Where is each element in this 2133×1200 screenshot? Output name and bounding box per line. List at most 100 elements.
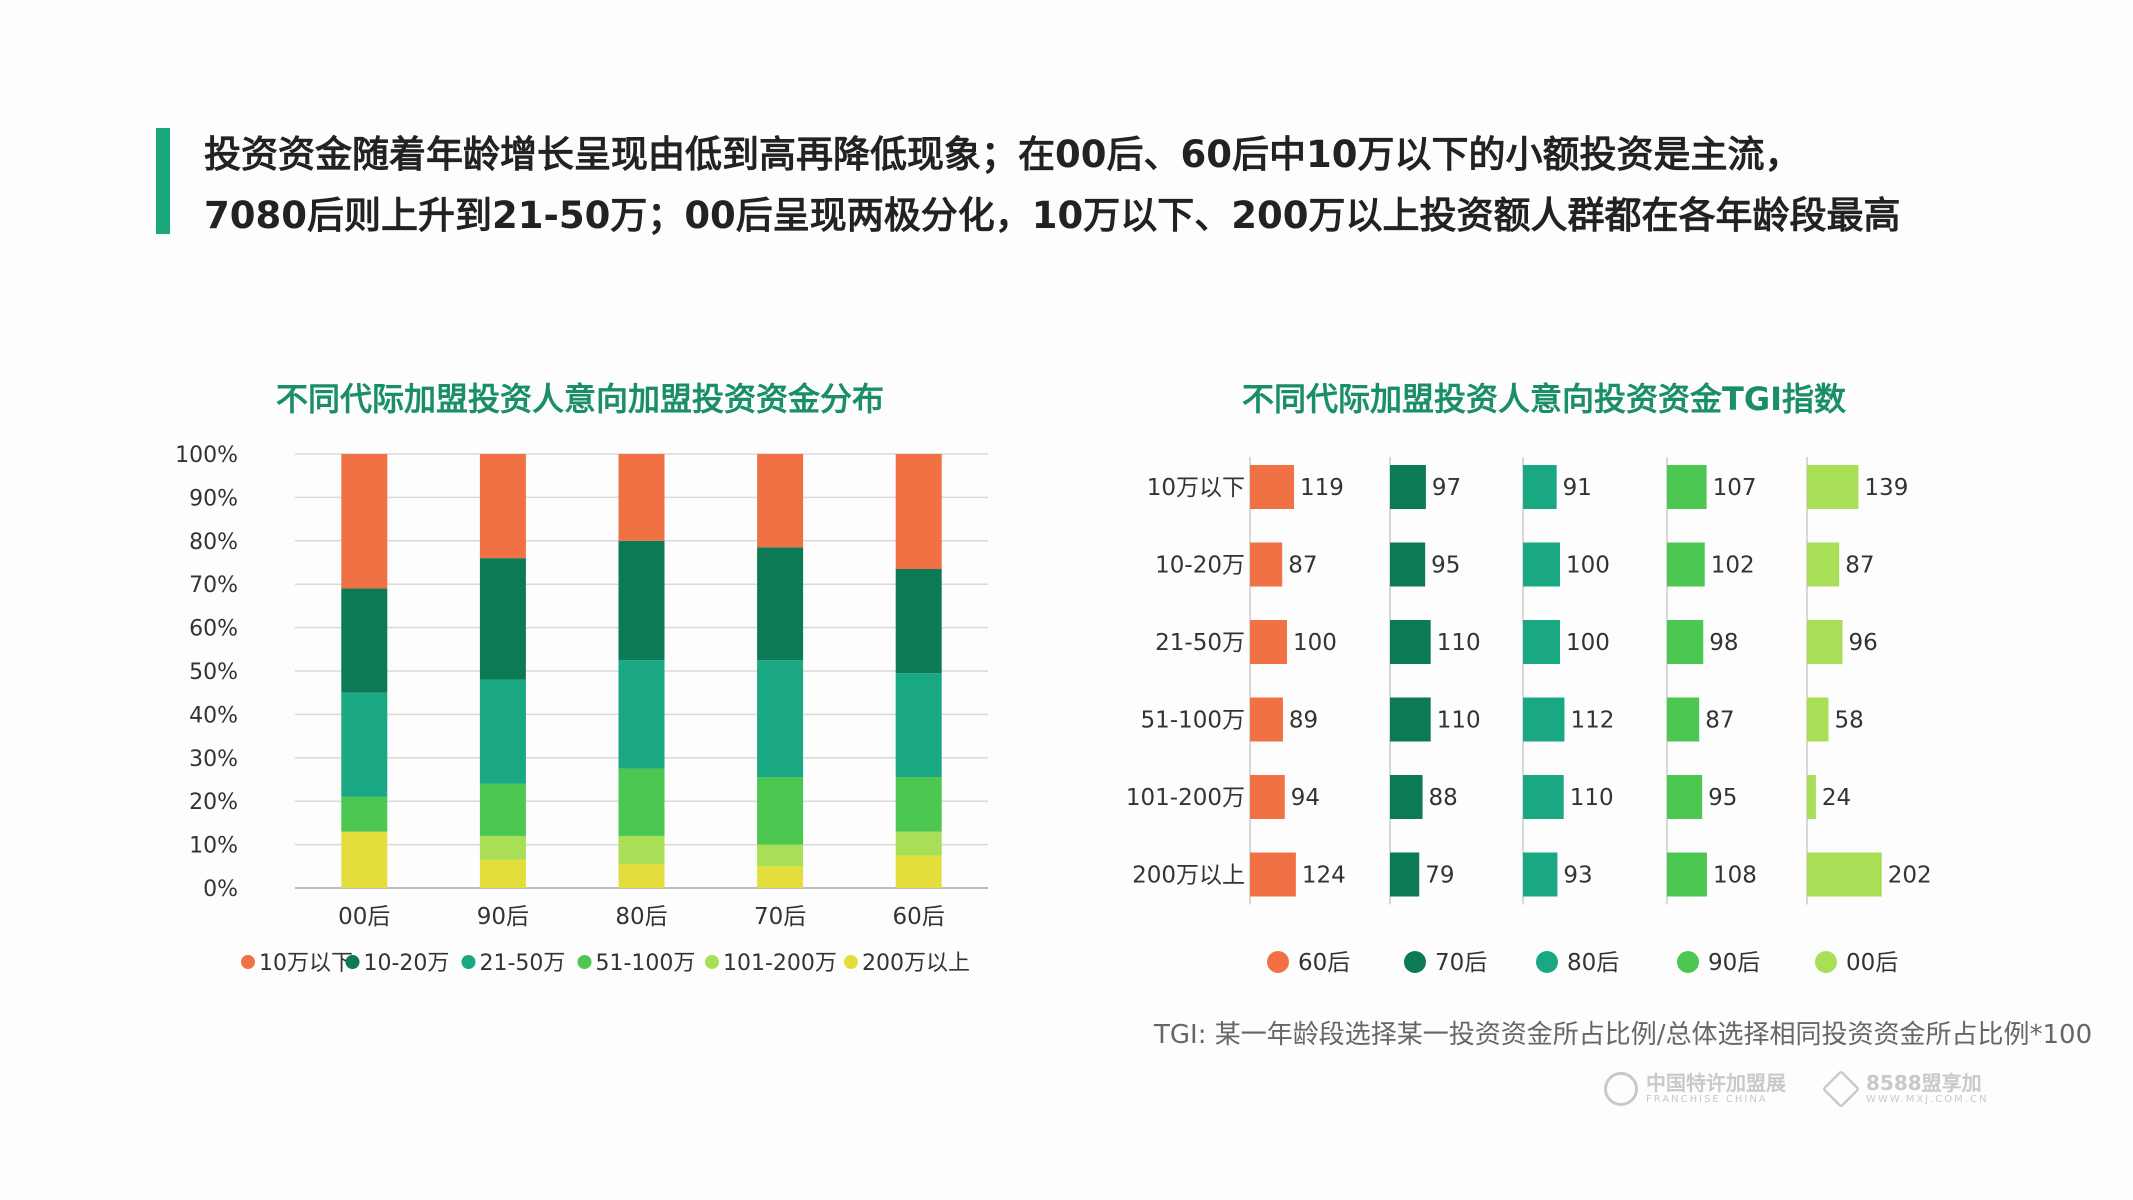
bar-segment (341, 796, 388, 832)
legend-label: 101-200万 (723, 951, 837, 976)
tgi-row-label: 21-50万 (1155, 630, 1245, 656)
bar-segment (479, 859, 526, 888)
tgi-bar (1250, 697, 1283, 742)
bar-segment (618, 864, 665, 888)
bar-segment (618, 540, 665, 661)
tgi-value-label: 119 (1300, 475, 1344, 501)
tgi-value-label: 100 (1566, 630, 1610, 656)
x-tick-label: 60后 (893, 904, 945, 930)
tgi-bar (1807, 697, 1829, 742)
legend-marker (1815, 951, 1837, 973)
y-tick-label: 70% (189, 573, 238, 598)
x-tick-label: 00后 (338, 904, 390, 930)
headline-line-2: 7080后则上升到21-50万；00后呈现两极分化，10万以下、200万以上投资… (204, 194, 1901, 237)
tgi-value-label: 100 (1293, 630, 1337, 656)
y-tick-label: 80% (189, 530, 238, 555)
headline: 投资资金随着年龄增长呈现由低到高再降低现象；在00后、60后中10万以下的小额投… (204, 124, 1901, 246)
tgi-bar (1390, 620, 1431, 664)
legend-marker (1404, 951, 1426, 973)
legend-marker (241, 955, 255, 969)
legend-marker (461, 955, 476, 969)
tgi-bar (1667, 620, 1704, 664)
tgi-bar (1807, 465, 1859, 509)
legend-label: 90后 (1708, 950, 1760, 976)
tgi-value-label: 100 (1566, 553, 1610, 579)
legend-label: 00后 (1846, 950, 1898, 976)
bar-segment (757, 866, 804, 888)
tgi-value-label: 112 (1570, 708, 1614, 734)
headline-line-1: 投资资金随着年龄增长呈现由低到高再降低现象；在00后、60后中10万以下的小额投… (204, 133, 1802, 176)
mxj-logo-en: WWW.MXJ.COM.CN (1866, 1094, 1989, 1105)
tgi-footnote: TGI: 某一年龄段选择某一投资资金所占比例/总体选择相同投资资金所占比例*10… (1154, 1020, 2093, 1050)
tgi-value-label: 108 (1713, 863, 1757, 889)
tgi-row-label: 10万以下 (1147, 475, 1245, 501)
bar-segment (757, 454, 804, 548)
franchise-logo-en: FRANCHISE CHINA (1646, 1094, 1768, 1105)
bar-segment (341, 692, 388, 797)
legend-label: 10万以下 (259, 951, 353, 976)
tgi-bar (1523, 697, 1565, 742)
tgi-bar (1667, 775, 1703, 819)
tgi-value-label: 110 (1437, 630, 1481, 656)
tgi-value-label: 102 (1711, 553, 1755, 579)
franchise-logo-icon (1604, 1072, 1638, 1106)
legend-label: 10-20万 (364, 951, 450, 976)
tgi-bar (1250, 542, 1283, 587)
tgi-value-label: 88 (1429, 785, 1458, 811)
y-tick-label: 20% (189, 790, 238, 815)
franchise-logo-cn: 中国特许加盟展 (1646, 1071, 1786, 1095)
legend-marker (705, 955, 719, 969)
tgi-bar (1523, 775, 1564, 819)
y-tick-label: 50% (189, 660, 238, 685)
tgi-bar (1250, 620, 1287, 664)
bar-segment (895, 454, 942, 570)
bar-segment (895, 855, 942, 888)
y-tick-label: 60% (189, 617, 238, 642)
mxj-logo: 8588盟享加 WWW.MXJ.COM.CN (1821, 1069, 1989, 1109)
y-tick-label: 30% (189, 747, 238, 772)
bar-segment (757, 547, 804, 661)
bar-segment (341, 588, 388, 693)
mxj-logo-icon (1821, 1069, 1861, 1109)
bar-segment (479, 558, 526, 680)
tgi-bar (1523, 852, 1558, 897)
tgi-bar (1807, 852, 1882, 897)
stacked-bar-chart: 0% 10% 20% 30% 40% 50% 60% 70% 80% 90% 100% 00后 90后 8… (175, 443, 988, 976)
tgi-value-label: 110 (1437, 708, 1481, 734)
tgi-row-label: 200万以上 (1132, 863, 1245, 889)
tgi-value-label: 79 (1425, 863, 1454, 889)
franchise-china-logo: 中国特许加盟展 FRANCHISE CHINA (1604, 1072, 1786, 1106)
tgi-bar (1807, 620, 1843, 664)
mxj-logo-cn: 8588盟享加 (1866, 1071, 1982, 1095)
tgi-bar (1390, 775, 1423, 819)
y-tick-label: 90% (189, 486, 238, 511)
tgi-bar-chart: 10万以下 10-20万 21-50万 51-100万 101-200万 200万以上 11… (1126, 457, 1932, 976)
legend-label: 21-50万 (480, 951, 566, 976)
y-tick-label: 40% (189, 703, 238, 728)
tgi-value-label: 24 (1822, 785, 1851, 811)
tgi-value-label: 97 (1432, 475, 1461, 501)
bar-segment (757, 777, 804, 845)
tgi-value-label: 124 (1302, 863, 1346, 889)
tgi-value-label: 93 (1563, 863, 1592, 889)
tgi-bar (1390, 852, 1420, 897)
headline-accent-bar (156, 128, 170, 234)
tgi-row-label: 51-100万 (1141, 708, 1245, 734)
tgi-bar (1523, 620, 1560, 664)
tgi-row-label: 10-20万 (1155, 553, 1245, 579)
bar-segment (341, 831, 388, 888)
bar-segment (479, 783, 526, 836)
tgi-value-label: 91 (1563, 475, 1592, 501)
tgi-value-label: 139 (1864, 475, 1908, 501)
bar-segment (757, 660, 804, 778)
tgi-value-label: 94 (1291, 785, 1320, 811)
tgi-value-label: 95 (1708, 785, 1737, 811)
logos: 中国特许加盟展 FRANCHISE CHINA 8588盟享加 WWW.MXJ.… (1604, 1069, 2004, 1112)
tgi-bar (1250, 465, 1295, 509)
legend-marker (577, 955, 592, 969)
tgi-value-label: 98 (1709, 630, 1738, 656)
tgi-value-label: 202 (1888, 863, 1932, 889)
tgi-value-label: 87 (1845, 553, 1874, 579)
tgi-bar (1667, 852, 1707, 897)
